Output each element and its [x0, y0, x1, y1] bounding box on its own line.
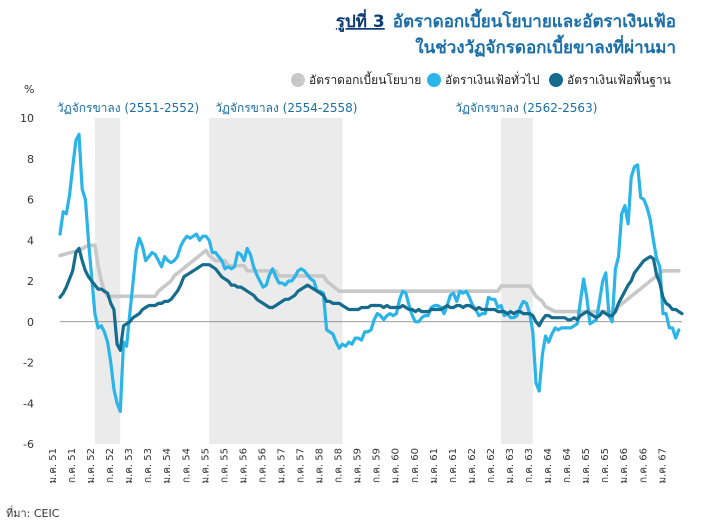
shaded-periods: [94, 118, 533, 444]
cycle-labels: วัฏจักรขาลง (2551-2552) วัฏจักรขาลง (2554…: [57, 101, 597, 115]
chart-title-line2: ในช่วงวัฏจักรดอกเบี้ยขาลงที่ผ่านมา: [415, 34, 676, 58]
x-tick-label: ม.ค. 63: [505, 448, 516, 484]
cycle-label-2: วัฏจักรขาลง (2554-2558): [215, 101, 357, 115]
y-tick-label: 4: [27, 234, 34, 247]
cycle-label-1: วัฏจักรขาลง (2551-2552): [57, 101, 199, 115]
x-tick-label: ม.ค. 54: [162, 448, 173, 484]
x-tick-label: ม.ค. 59: [353, 448, 364, 484]
legend-marker-3: [549, 73, 563, 87]
shaded-period-1: [94, 118, 121, 444]
x-tick-label: ม.ค. 65: [581, 448, 592, 484]
x-tick-label: ก.ค. 66: [638, 448, 649, 483]
chart-title-line1: รูปที่ 3 อัตราดอกเบี้ยนโยบายและอัตราเงินเ…: [336, 8, 676, 33]
legend-label-2: อัตราเงินเฟ้อทั่วไป: [445, 71, 539, 87]
x-tick-label: ม.ค. 56: [238, 448, 249, 484]
x-tick-label: ม.ค. 53: [124, 448, 135, 484]
x-tick-label: ก.ค. 63: [524, 448, 535, 483]
source-note: ที่มา: CEIC: [6, 505, 60, 520]
shaded-period-3: [501, 118, 533, 444]
x-tick-label: ก.ค. 51: [67, 448, 78, 483]
x-tick-label: ก.ค. 62: [486, 448, 497, 483]
axes: % -6 -4 -2 0 2 4 6 8 10 ม.ค. 51 ก.ค. 51 ม.ค. 52 ก.ค. …: [20, 83, 682, 484]
x-tick-label: ม.ค. 51: [48, 448, 59, 484]
series-lines: [58, 132, 684, 413]
x-tick-label: ม.ค. 58: [315, 448, 326, 484]
x-tick-label: ม.ค. 60: [391, 448, 402, 484]
x-tick-label: ก.ค. 65: [600, 448, 611, 483]
legend: อัตราดอกเบี้ยนโยบาย อัตราเงินเฟ้อทั่วไป อั…: [291, 71, 671, 87]
x-tick-label: ม.ค. 55: [200, 448, 211, 484]
x-tick-label: ก.ค. 59: [372, 448, 383, 483]
x-tick-label: ม.ค. 66: [619, 448, 630, 484]
y-tick-label: 8: [27, 153, 34, 166]
legend-label-3: อัตราเงินเฟ้อพื้นฐาน: [567, 71, 671, 87]
y-tick-label: -2: [23, 357, 34, 370]
y-tick-label: 6: [27, 194, 34, 207]
y-tick-label: 10: [20, 112, 34, 125]
y-axis-unit: %: [24, 83, 34, 96]
x-tick-label: ก.ค. 57: [296, 448, 307, 483]
policy-rate-line: [58, 243, 681, 314]
x-tick-label: ก.ค. 55: [219, 448, 230, 483]
x-tick-label: ก.ค. 60: [410, 448, 421, 483]
y-tick-label: 2: [27, 275, 34, 288]
core-inflation-line: [58, 246, 684, 352]
x-tick-label: ก.ค. 54: [181, 448, 192, 483]
x-tick-label: ม.ค. 67: [657, 448, 668, 484]
y-tick-label: -6: [23, 438, 34, 451]
title-text-1: อัตราดอกเบี้ยนโยบายและอัตราเงินเฟ้อ: [393, 8, 676, 32]
x-tick-label: ม.ค. 62: [467, 448, 478, 484]
figure-label: รูปที่ 3: [336, 9, 385, 33]
x-tick-label: ม.ค. 64: [543, 448, 554, 484]
x-tick-label: ม.ค. 57: [276, 448, 287, 484]
y-tick-label: -4: [23, 397, 34, 410]
x-tick-label: ม.ค. 52: [86, 448, 97, 484]
x-tick-label: ก.ค. 58: [334, 448, 345, 483]
y-tick-label: 0: [27, 316, 34, 329]
x-tick-label: ก.ค. 64: [562, 448, 573, 483]
x-tick-label: ก.ค. 56: [257, 448, 268, 483]
x-tick-label: ก.ค. 52: [105, 448, 116, 483]
shaded-period-2: [209, 118, 343, 444]
x-tick-label: ม.ค. 61: [429, 448, 440, 484]
headline-inflation-line: [58, 132, 681, 413]
x-tick-label: ก.ค. 53: [143, 448, 154, 483]
legend-label-1: อัตราดอกเบี้ยนโยบาย: [309, 71, 421, 87]
legend-marker-1: [291, 73, 305, 87]
legend-marker-2: [427, 73, 441, 87]
x-tick-label: ก.ค. 61: [448, 448, 459, 483]
cycle-label-3: วัฏจักรขาลง (2562-2563): [455, 101, 597, 115]
